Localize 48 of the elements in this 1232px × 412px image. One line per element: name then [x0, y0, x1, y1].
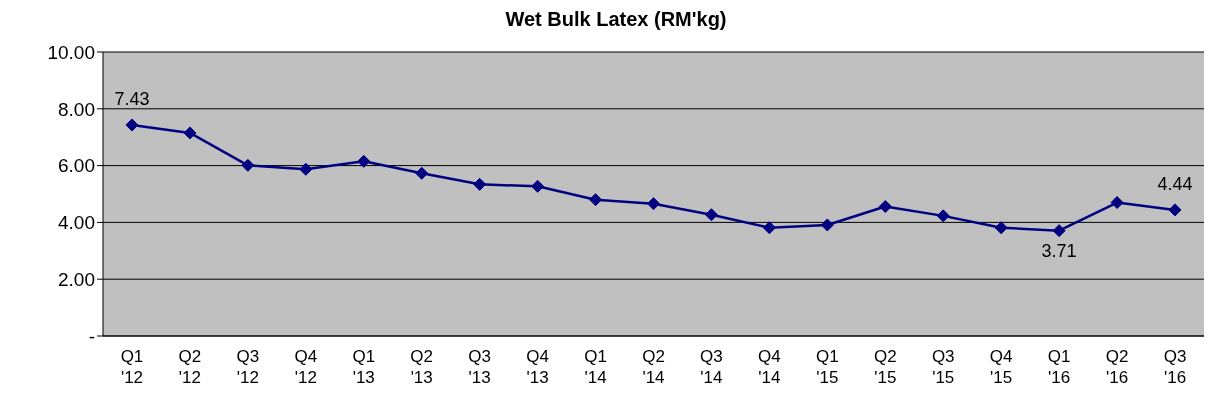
point	[1168, 203, 1182, 217]
point	[299, 162, 313, 176]
point	[936, 209, 950, 223]
point	[473, 177, 487, 191]
data-label: 4.44	[1157, 173, 1193, 194]
point	[531, 179, 545, 193]
point	[589, 193, 603, 207]
point	[357, 154, 371, 168]
x-tick-label: Q3 '13	[468, 347, 491, 387]
y-tick-label: -	[88, 325, 95, 347]
point	[762, 221, 776, 235]
point	[820, 218, 834, 232]
point	[183, 126, 197, 140]
point	[1110, 196, 1124, 210]
x-tick-label: Q2 '15	[873, 347, 897, 387]
x-tick-label: Q2 '13	[410, 347, 434, 387]
x-tick-label: Q3 '12	[236, 347, 260, 387]
data-label: 3.71	[1041, 240, 1077, 261]
x-tick-label: Q2 '16	[1105, 347, 1129, 387]
point	[704, 208, 718, 222]
x-tick-label: Q4 '14	[758, 347, 781, 387]
x-tick-label: Q2 '14	[642, 347, 665, 387]
point	[994, 221, 1008, 235]
x-tick-label: Q4 '12	[294, 347, 318, 387]
x-tick-label: Q3 '14	[700, 347, 723, 387]
data-label: 7.43	[114, 88, 150, 109]
y-tick-label: 8.00	[58, 98, 95, 120]
point	[647, 197, 660, 211]
y-tick-label: 10.00	[47, 41, 95, 63]
x-tick-label: Q1 '13	[352, 347, 376, 387]
x-tick-label: Q2 '12	[178, 347, 202, 387]
point	[241, 158, 255, 172]
x-tick-label: Q1 '14	[584, 347, 607, 387]
point	[125, 118, 139, 132]
y-tick-label: 4.00	[58, 212, 95, 234]
point	[878, 200, 892, 213]
y-tick-label: 2.00	[58, 268, 95, 290]
point	[415, 166, 429, 180]
x-tick-label: Q1 '15	[816, 347, 839, 387]
x-tick-label: Q3 '15	[931, 347, 955, 387]
point	[1052, 224, 1066, 238]
chart-title: Wet Bulk Latex (RM'kg)	[504, 8, 728, 32]
x-tick-label: Q1 '12	[120, 347, 144, 387]
x-tick-label: Q4 '15	[989, 347, 1013, 387]
x-tick-label: Q4 '13	[526, 347, 549, 387]
y-tick-label: 6.00	[58, 155, 95, 177]
x-tick-label: Q1 '16	[1047, 347, 1071, 387]
x-tick-label: Q3 '16	[1163, 347, 1187, 387]
